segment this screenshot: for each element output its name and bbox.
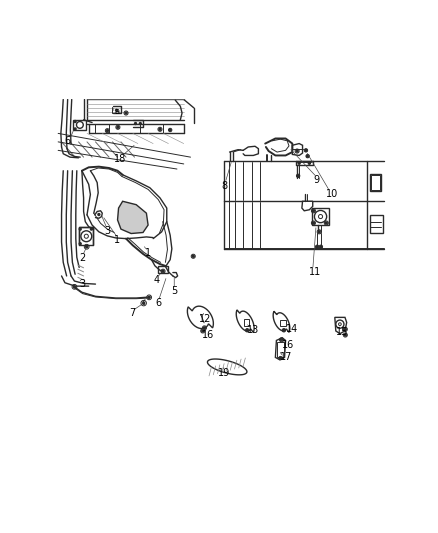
Polygon shape xyxy=(273,311,290,332)
Circle shape xyxy=(344,333,347,337)
Polygon shape xyxy=(276,338,286,360)
Circle shape xyxy=(246,328,249,332)
Circle shape xyxy=(158,127,162,131)
Text: 15: 15 xyxy=(336,327,348,337)
Circle shape xyxy=(279,357,282,360)
Text: 9: 9 xyxy=(314,175,320,185)
Text: 16: 16 xyxy=(202,330,214,341)
Circle shape xyxy=(295,149,299,153)
Text: 13: 13 xyxy=(247,325,259,335)
Text: 6: 6 xyxy=(64,135,71,146)
Circle shape xyxy=(306,155,309,158)
Text: 3: 3 xyxy=(79,279,85,289)
Circle shape xyxy=(344,328,347,331)
Text: 18: 18 xyxy=(114,154,127,164)
Circle shape xyxy=(312,221,315,225)
Text: 1: 1 xyxy=(114,235,120,245)
Text: 2: 2 xyxy=(79,253,85,263)
Bar xyxy=(312,208,329,225)
Circle shape xyxy=(85,245,88,248)
Circle shape xyxy=(90,228,93,231)
Circle shape xyxy=(74,127,77,131)
Circle shape xyxy=(78,242,82,245)
Text: a: a xyxy=(114,108,119,117)
Bar xyxy=(277,342,283,357)
Text: 11: 11 xyxy=(309,267,321,277)
Bar xyxy=(371,175,380,190)
Circle shape xyxy=(74,120,77,123)
Text: 19: 19 xyxy=(219,368,231,378)
Text: 7: 7 xyxy=(129,308,135,318)
Text: 8: 8 xyxy=(221,181,227,191)
Bar xyxy=(370,215,383,232)
Text: 1: 1 xyxy=(145,248,151,258)
Circle shape xyxy=(319,245,322,248)
Circle shape xyxy=(161,270,165,273)
Polygon shape xyxy=(208,359,247,375)
Text: 3: 3 xyxy=(104,227,110,237)
Circle shape xyxy=(297,174,300,177)
Circle shape xyxy=(307,161,311,165)
Text: 6: 6 xyxy=(155,298,161,309)
Bar xyxy=(280,320,286,326)
Circle shape xyxy=(325,221,328,225)
Text: 4: 4 xyxy=(154,274,160,285)
Circle shape xyxy=(97,213,101,216)
Circle shape xyxy=(203,326,206,329)
Text: 5: 5 xyxy=(171,286,177,296)
Circle shape xyxy=(312,209,315,213)
Circle shape xyxy=(201,329,205,333)
Circle shape xyxy=(124,111,128,115)
Polygon shape xyxy=(117,201,148,233)
Bar xyxy=(158,266,168,273)
Text: 16: 16 xyxy=(282,340,294,350)
Bar xyxy=(79,227,93,245)
Circle shape xyxy=(134,122,137,125)
Circle shape xyxy=(73,285,76,288)
Polygon shape xyxy=(335,317,346,334)
Circle shape xyxy=(280,338,283,342)
Circle shape xyxy=(148,296,151,299)
Circle shape xyxy=(304,149,307,152)
Text: 10: 10 xyxy=(326,189,339,199)
Circle shape xyxy=(78,228,82,231)
Polygon shape xyxy=(236,310,254,332)
Text: 17: 17 xyxy=(279,352,292,362)
Circle shape xyxy=(169,128,172,132)
Circle shape xyxy=(142,302,145,305)
Circle shape xyxy=(138,122,142,125)
Circle shape xyxy=(315,245,319,248)
Circle shape xyxy=(106,129,109,132)
Circle shape xyxy=(116,126,120,129)
Circle shape xyxy=(297,161,301,165)
Circle shape xyxy=(115,109,118,112)
Polygon shape xyxy=(302,201,313,211)
Text: 14: 14 xyxy=(286,324,299,334)
Circle shape xyxy=(282,328,286,332)
Circle shape xyxy=(318,230,321,233)
Polygon shape xyxy=(187,306,213,328)
Bar xyxy=(74,120,86,130)
Text: 12: 12 xyxy=(199,314,212,325)
Bar xyxy=(371,174,381,191)
Circle shape xyxy=(191,255,195,258)
Bar xyxy=(244,319,249,326)
